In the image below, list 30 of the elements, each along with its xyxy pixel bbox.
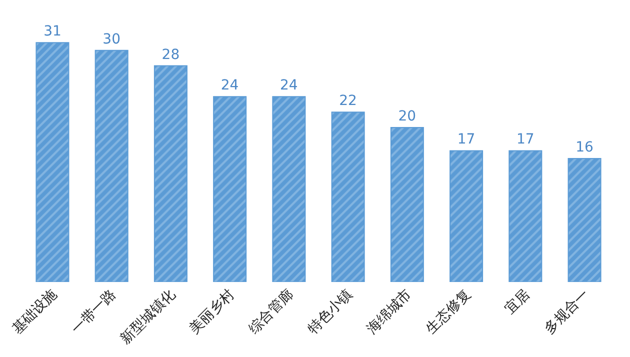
x-tick-label: 生态修复 (423, 286, 474, 338)
bar (154, 65, 188, 282)
bar (36, 42, 70, 282)
data-label: 22 (339, 93, 357, 110)
x-tick-label: 美丽乡村 (186, 286, 238, 338)
data-label: 17 (516, 132, 534, 148)
x-tick-label: 一带一路 (68, 286, 120, 338)
data-label: 30 (102, 31, 121, 48)
bar (272, 96, 306, 282)
data-label: 17 (457, 132, 476, 148)
x-tick-label: 基础设施 (9, 286, 60, 338)
bar (508, 150, 542, 282)
data-label: 24 (220, 78, 239, 94)
bar (568, 158, 602, 282)
x-tick-label: 综合管廊 (246, 286, 297, 338)
bar (390, 127, 424, 282)
x-tick-label: 宜居 (502, 286, 534, 318)
data-label: 28 (162, 46, 180, 63)
x-tick-label: 特色小镇 (304, 286, 356, 338)
data-label: 24 (280, 78, 298, 94)
data-label: 31 (44, 24, 62, 40)
bar (94, 50, 128, 282)
x-tick-label: 多规合一 (541, 286, 592, 338)
bar (213, 96, 247, 282)
bar (450, 150, 484, 282)
x-tick-label: 新型城镇化 (118, 286, 178, 348)
bar (331, 112, 365, 282)
data-label: 16 (576, 139, 594, 156)
x-tick-label: 海绵城市 (364, 286, 415, 338)
data-label: 20 (398, 108, 416, 125)
